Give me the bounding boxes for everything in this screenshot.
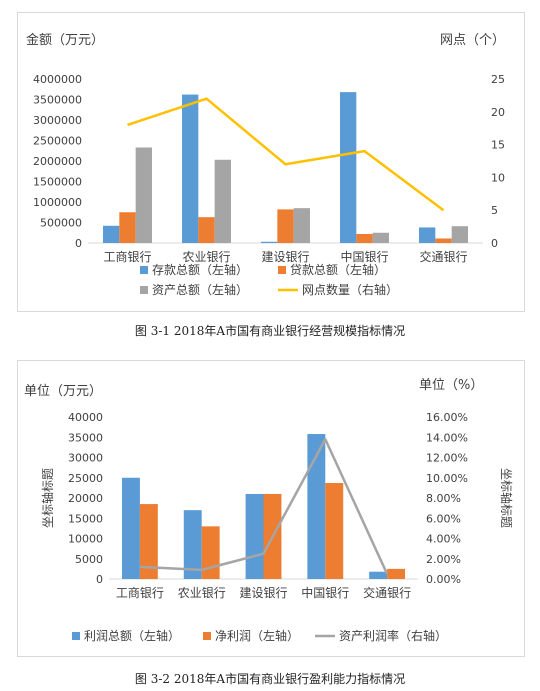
y-axis-label: 金额（万元）	[26, 32, 104, 48]
y-tick-label: 35000	[68, 431, 103, 444]
y-tick-label: 25000	[68, 472, 103, 485]
y-tick-label: 4000000	[33, 73, 82, 86]
legend-label: 净利润（左轴）	[215, 628, 299, 643]
x-tick-label: 建设银行	[239, 586, 287, 600]
y-tick-label: 1500000	[33, 176, 82, 189]
y2-axis-title: 坐标轴标题	[499, 468, 514, 528]
y-axis-title: 坐标轴标题	[40, 468, 55, 528]
y2-tick-label: 25	[491, 73, 505, 86]
legend-label: 贷款总额（左轴）	[290, 262, 386, 277]
y-tick-label: 30000	[68, 452, 103, 465]
y-tick-label: 2000000	[33, 155, 82, 168]
bar-2	[277, 209, 294, 243]
y-tick-label: 20000	[68, 492, 103, 505]
bar-1	[307, 434, 326, 579]
x-tick-label: 农业银行	[182, 250, 230, 264]
bar-1	[419, 227, 436, 243]
legend-label: 网点数量（右轴）	[302, 282, 398, 297]
bar-1	[182, 94, 199, 243]
bar-2	[119, 212, 136, 243]
y2-tick-label: 12.00%	[426, 452, 468, 465]
bar-2	[201, 526, 220, 579]
y2-tick-label: 10	[491, 171, 505, 184]
y2-tick-label: 5	[491, 204, 498, 217]
x-tick-label: 中国银行	[340, 249, 388, 264]
x-tick-label: 建设银行	[261, 250, 309, 264]
y2-tick-label: 6.00%	[426, 512, 461, 525]
bar-3	[451, 226, 468, 243]
x-tick-label: 工商银行	[103, 249, 151, 264]
y2-tick-label: 0	[491, 237, 498, 250]
bar-3	[214, 159, 231, 243]
bar-3	[293, 208, 310, 243]
chart-2-panel: 单位（万元） 单位（%） 0 5000 10000 15000 20000 25000 3000…	[17, 360, 525, 657]
line-series	[127, 97, 445, 212]
y2-tick-label: 20	[491, 106, 505, 119]
legend-label: 存款总额（左轴）	[152, 262, 248, 277]
y-axis-label: 单位（万元）	[24, 384, 102, 399]
y2-axis-label: 单位（%）	[419, 378, 483, 393]
bar-1	[369, 571, 388, 579]
bar-2	[139, 504, 158, 579]
legend-label: 资产利润率（右轴）	[339, 628, 447, 643]
bar-1	[183, 510, 202, 579]
bar-3	[372, 232, 389, 243]
chart-1-svg: 金额（万元） 网点（个） 0 500000 1000000 1500000 2000000 2…	[26, 32, 505, 297]
y-tick-label: 0	[75, 237, 82, 250]
legend-label: 资产总额（左轴）	[152, 282, 248, 297]
chart-2-svg: 单位（万元） 单位（%） 0 5000 10000 15000 20000 25000 3000…	[24, 378, 514, 643]
bar-2	[435, 238, 452, 243]
x-tick-label: 交通银行	[363, 585, 411, 600]
y-tick-label: 3000000	[33, 114, 82, 127]
line-series	[139, 438, 389, 575]
figure-1-caption: 图 3-1 2018年A市国有商业银行经营规模指标情况	[134, 324, 406, 338]
bar-2	[387, 568, 406, 579]
y-tick-label: 2500000	[33, 135, 82, 148]
y2-tick-label: 2.00%	[426, 553, 461, 566]
bar-1	[340, 92, 357, 244]
legend-swatch	[203, 632, 211, 640]
y2-tick-label: 16.00%	[426, 411, 468, 424]
legend-swatch	[140, 266, 148, 274]
y-tick-label: 40000	[68, 411, 103, 424]
bar-2	[198, 217, 215, 243]
bar-1	[103, 225, 120, 243]
y2-tick-label: 14.00%	[426, 431, 468, 444]
y2-tick-label: 8.00%	[426, 492, 461, 505]
y-tick-label: 1000000	[33, 196, 82, 209]
y-tick-label: 5000	[75, 553, 103, 566]
bar-2	[356, 233, 373, 243]
x-tick-label: 中国银行	[301, 585, 349, 600]
bar-1	[261, 241, 278, 243]
y-tick-label: 15000	[68, 512, 103, 525]
figure-2-caption: 图 3-2 2018年A市国有商业银行盈利能力指标情况	[134, 672, 406, 686]
y-tick-label: 3500000	[33, 94, 82, 107]
y2-tick-label: 10.00%	[426, 472, 468, 485]
y2-axis-label: 网点（个）	[440, 33, 505, 48]
x-tick-label: 交通银行	[419, 249, 467, 264]
y-tick-label: 0	[96, 573, 103, 586]
y2-tick-label: 0.00%	[426, 573, 461, 586]
legend-swatch	[140, 286, 148, 294]
legend-swatch	[72, 632, 80, 640]
bar-1	[121, 477, 140, 579]
x-tick-label: 工商银行	[116, 585, 164, 600]
y2-tick-label: 15	[491, 139, 505, 152]
legend-swatch	[278, 266, 286, 274]
bar-1	[245, 493, 264, 579]
bar-2	[325, 483, 344, 579]
legend-label: 利润总额（左轴）	[84, 628, 180, 643]
y-tick-label: 10000	[68, 533, 103, 546]
chart-1-panel: 金额（万元） 网点（个） 0 500000 1000000 1500000 2000000 2…	[17, 12, 525, 312]
x-tick-label: 农业银行	[178, 586, 226, 600]
y-tick-label: 500000	[40, 217, 82, 230]
y2-tick-label: 4.00%	[426, 533, 461, 546]
bar-3	[135, 147, 152, 243]
